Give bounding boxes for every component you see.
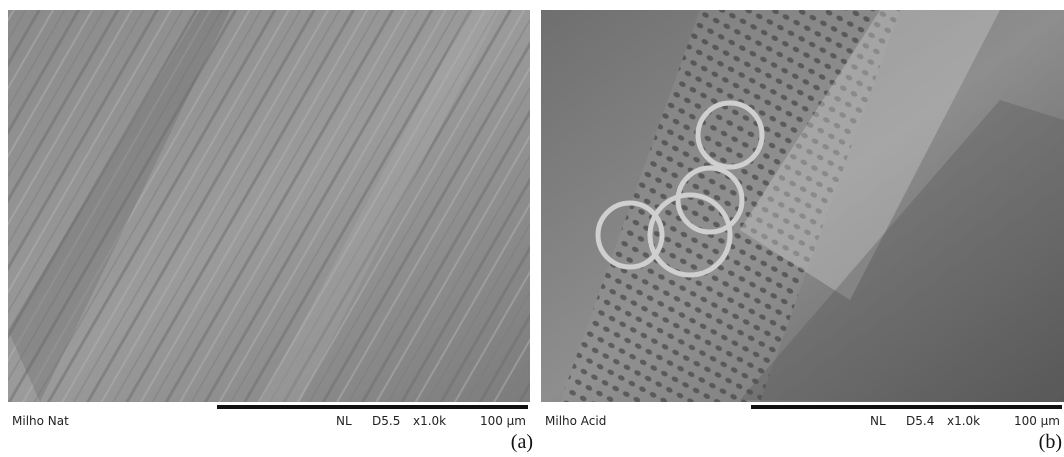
scale-bar (751, 405, 1062, 409)
caption: (a) (511, 431, 533, 453)
figure: Milho Nat NL D5.5 x1.0k 100 µm (a) Milho… (0, 0, 1064, 457)
caption: (b) (1039, 431, 1062, 453)
info-bar-b: Milho Acid NL D5.4 x1.0k 100 µm (b) (545, 405, 1062, 453)
mode-label: NL (336, 414, 352, 428)
sample-label: Milho Acid (545, 414, 606, 428)
sample-label: Milho Nat (12, 414, 69, 428)
page: Milho Nat NL D5.5 x1.0k 100 µm (a) Milho… (0, 0, 1064, 457)
distance-label: D5.5 (372, 414, 400, 428)
info-bar-a: Milho Nat NL D5.5 x1.0k 100 µm (a) (12, 405, 533, 453)
scale-label: 100 µm (1014, 414, 1060, 428)
scale-bar (217, 405, 528, 409)
scale-label: 100 µm (480, 414, 526, 428)
micrograph-a (8, 10, 530, 402)
distance-label: D5.4 (906, 414, 934, 428)
mode-label: NL (870, 414, 886, 428)
magnification-label: x1.0k (413, 414, 446, 428)
magnification-label: x1.0k (947, 414, 980, 428)
micrograph-b (541, 10, 1064, 402)
